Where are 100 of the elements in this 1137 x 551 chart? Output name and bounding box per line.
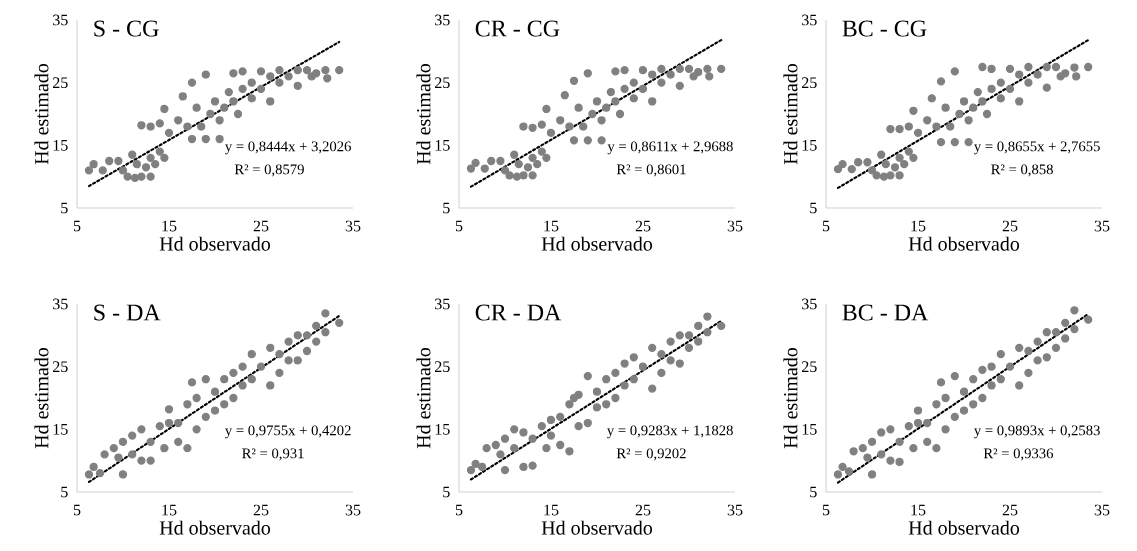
- point: [201, 412, 210, 421]
- point: [909, 106, 918, 116]
- point: [155, 119, 164, 128]
- point: [528, 461, 537, 470]
- point: [703, 64, 712, 74]
- point: [629, 353, 638, 362]
- point: [717, 321, 726, 331]
- point: [238, 381, 247, 390]
- point: [913, 128, 923, 137]
- point: [597, 116, 606, 125]
- point: [471, 158, 480, 168]
- point: [569, 136, 579, 145]
- y-tick-label: 15: [802, 139, 817, 151]
- point: [178, 92, 187, 101]
- point: [936, 77, 946, 86]
- point: [978, 97, 987, 106]
- point: [913, 406, 923, 415]
- point: [844, 467, 854, 476]
- point: [946, 122, 955, 131]
- point: [238, 84, 247, 94]
- point: [982, 109, 992, 119]
- y-tick-label: 5: [810, 202, 817, 214]
- point: [229, 97, 238, 106]
- point: [247, 94, 256, 103]
- point: [583, 418, 592, 428]
- y-tick-label: 35: [53, 14, 68, 26]
- point: [675, 64, 684, 74]
- y-axis-title: Hd estimado: [783, 63, 798, 165]
- point: [528, 153, 537, 163]
- point: [996, 94, 1005, 103]
- point: [187, 78, 197, 87]
- point: [477, 462, 487, 472]
- x-tick-label: 25: [253, 504, 269, 516]
- annotation: R² = 0,9336: [983, 448, 1054, 461]
- point: [872, 171, 881, 180]
- point: [858, 444, 867, 453]
- chart-title: CR - CG: [475, 20, 560, 37]
- point: [987, 64, 996, 74]
- point: [84, 470, 94, 479]
- point: [512, 172, 522, 181]
- y-tick-label: 5: [61, 202, 68, 214]
- point: [1015, 70, 1024, 79]
- point: [666, 70, 675, 79]
- y-tick-label: 35: [802, 14, 817, 26]
- point: [537, 120, 546, 129]
- point: [1033, 70, 1042, 79]
- annotation: R² = 0,9202: [616, 448, 686, 461]
- y-axis-title: Hd estimado: [416, 347, 431, 449]
- point: [895, 153, 904, 163]
- point: [183, 444, 192, 453]
- point: [266, 72, 275, 81]
- point: [886, 171, 895, 180]
- y-tick-label: 15: [802, 423, 817, 435]
- point: [302, 66, 312, 75]
- point: [229, 368, 238, 378]
- point: [959, 97, 969, 106]
- y-tick-label: 5: [443, 486, 450, 498]
- y-tick-label: 15: [53, 139, 68, 151]
- point: [629, 375, 638, 384]
- point: [964, 116, 973, 125]
- x-tick-label: 35: [1094, 220, 1110, 232]
- point: [293, 356, 302, 365]
- point: [833, 470, 843, 479]
- point: [1024, 368, 1033, 378]
- point: [500, 166, 510, 175]
- y-tick-label: 35: [53, 298, 68, 310]
- x-tick-label: 5: [455, 220, 463, 232]
- point: [160, 444, 169, 453]
- x-tick-label: 5: [73, 220, 81, 232]
- point: [620, 381, 629, 390]
- y-axis-title: Hd estimado: [34, 63, 49, 165]
- point: [895, 124, 904, 134]
- point: [620, 359, 629, 368]
- annotation: y = 0,9893x + 0,2583: [974, 425, 1100, 439]
- x-tick-label: 5: [822, 504, 830, 516]
- point: [542, 444, 551, 453]
- annotation: y = 0,8444x + 3,2026: [225, 141, 351, 155]
- point: [201, 134, 210, 144]
- point: [183, 400, 192, 409]
- annotation: y = 0,8655x + 2,7655: [974, 141, 1100, 155]
- point: [597, 136, 606, 145]
- point: [950, 67, 959, 76]
- point: [950, 412, 959, 421]
- point: [978, 365, 987, 374]
- point: [666, 337, 675, 346]
- y-tick-label: 5: [61, 486, 68, 498]
- x-tick-label: 5: [455, 504, 463, 516]
- point: [833, 165, 843, 174]
- point: [293, 81, 302, 90]
- point: [629, 94, 638, 103]
- point: [838, 462, 847, 472]
- point: [565, 447, 574, 456]
- point: [146, 153, 155, 163]
- x-axis-title: Hd observado: [541, 236, 653, 251]
- y-axis-title: Hd estimado: [416, 63, 431, 165]
- point: [638, 362, 648, 371]
- point: [118, 470, 128, 479]
- point: [1042, 83, 1051, 92]
- point: [569, 76, 579, 85]
- point: [528, 123, 537, 132]
